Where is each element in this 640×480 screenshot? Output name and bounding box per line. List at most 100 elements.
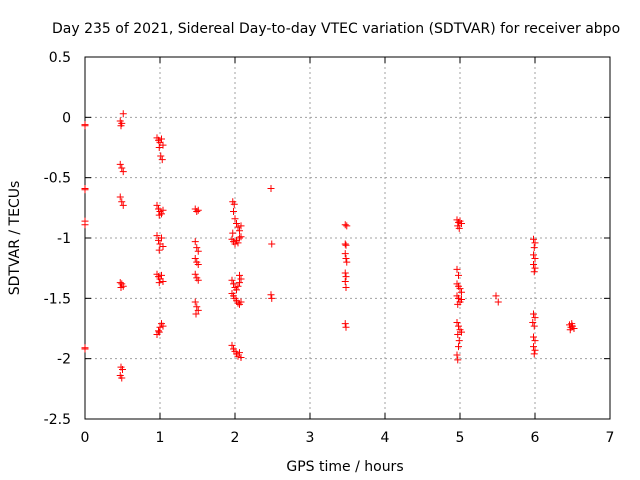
data-point: [237, 222, 245, 230]
data-point: [153, 201, 161, 209]
data-point: [81, 221, 89, 229]
data-point: [119, 366, 126, 374]
data-point: [455, 271, 462, 279]
data-point: [81, 345, 89, 353]
y-axis-label: SDTVAR / TECUs: [7, 181, 23, 296]
data-point: [453, 351, 461, 359]
data-point: [341, 221, 349, 229]
data-point: [156, 323, 164, 331]
data-point: [117, 283, 125, 291]
data-point: [342, 283, 350, 291]
data-point: [237, 233, 245, 241]
data-point: [233, 220, 240, 228]
data-point: [531, 239, 539, 247]
data-point: [458, 296, 465, 304]
data-point: [342, 241, 350, 249]
data-point: [228, 341, 236, 349]
data-point: [531, 255, 539, 263]
data-point: [530, 268, 538, 276]
data-point: [157, 152, 165, 160]
data-point: [454, 356, 462, 364]
data-point: [155, 246, 163, 254]
data-point: [159, 322, 167, 330]
data-point: [268, 294, 276, 302]
data-point: [116, 193, 124, 201]
data-point: [234, 352, 242, 360]
gridlines: [85, 57, 610, 419]
data-point: [158, 135, 165, 143]
data-point: [530, 322, 538, 330]
data-point: [530, 244, 538, 252]
data-point: [159, 141, 167, 149]
data-point: [453, 318, 461, 326]
data-point: [233, 286, 240, 294]
y-tick-label: 0: [62, 110, 71, 126]
x-tick-label: 0: [81, 430, 90, 446]
data-point: [531, 346, 539, 354]
data-point: [230, 280, 237, 288]
data-point: [455, 224, 463, 232]
data-point: [193, 207, 201, 215]
data-point: [455, 218, 462, 226]
data-point: [342, 255, 350, 263]
data-point: [116, 279, 124, 287]
data-point: [234, 239, 242, 247]
data-point: [343, 222, 351, 230]
x-tick-label: 7: [606, 430, 615, 446]
data-point: [529, 318, 537, 326]
x-tick-label: 4: [381, 430, 390, 446]
data-point: [159, 206, 167, 214]
x-tick-label: 3: [306, 430, 315, 446]
data-point: [530, 251, 537, 259]
data-point: [234, 299, 242, 307]
data-point: [237, 275, 245, 283]
data-point: [231, 240, 239, 248]
x-tick-label: 5: [456, 430, 465, 446]
data-point: [236, 234, 243, 242]
data-point: [158, 156, 166, 164]
data-point: [191, 270, 199, 278]
chart-title: Day 235 of 2021, Sidereal Day-to-day VTE…: [52, 21, 620, 37]
data-point: [194, 247, 202, 255]
y-tick-label: -2.5: [44, 412, 71, 428]
data-point: [231, 215, 239, 223]
data-point: [530, 235, 537, 243]
data-point: [341, 320, 349, 328]
data-point: [455, 337, 463, 345]
data-point: [531, 314, 539, 322]
data-point: [194, 276, 202, 284]
data-point: [159, 242, 167, 250]
data-point: [194, 261, 202, 269]
data-point: [236, 349, 243, 357]
data-point: [267, 185, 275, 193]
data-point: [342, 273, 350, 281]
y-tick-label: -0.5: [44, 171, 71, 187]
data-point: [566, 326, 574, 334]
data-point: [458, 288, 465, 296]
data-point: [236, 227, 243, 235]
data-point: [531, 337, 539, 345]
data-point: [155, 279, 163, 287]
data-point: [343, 258, 351, 266]
y-tick-label: -2: [57, 352, 71, 368]
data-point: [530, 333, 537, 341]
data-point: [117, 122, 125, 130]
y-tick-label: -1.5: [44, 291, 71, 307]
data-point: [494, 298, 502, 306]
data-point: [191, 255, 199, 263]
data-point: [530, 343, 537, 351]
data-point: [234, 223, 242, 231]
x-tick-label: 2: [231, 430, 240, 446]
data-point: [341, 250, 349, 258]
data-point: [455, 322, 462, 330]
data-point: [236, 271, 243, 279]
data-point: [119, 201, 127, 209]
data-point: [230, 207, 237, 215]
x-axis-label: GPS time / hours: [286, 459, 403, 475]
axis-ticks: 0 1 2 3 4 5 6 7 0.5 0 -0.5 -1 -1.5 -2 -2.5: [44, 50, 615, 446]
data-point: [455, 294, 462, 302]
data-point: [118, 164, 126, 172]
data-point: [155, 144, 163, 151]
data-point: [341, 269, 349, 277]
